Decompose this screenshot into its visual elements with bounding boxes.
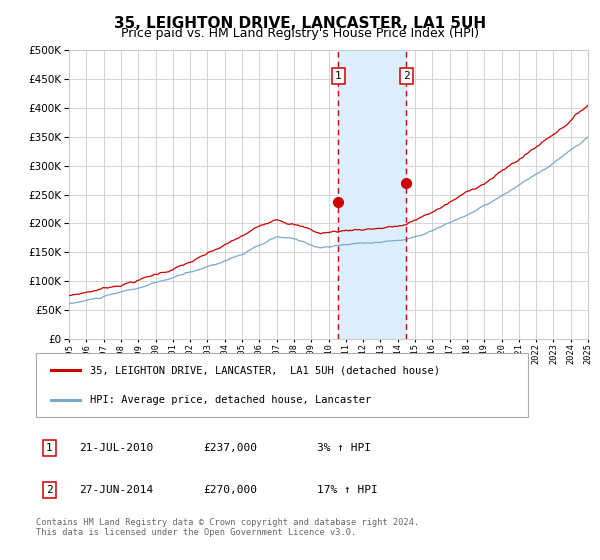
Bar — [338, 50, 406, 339]
Text: 17% ↑ HPI: 17% ↑ HPI — [317, 485, 377, 495]
Text: 1: 1 — [46, 443, 53, 453]
Text: Contains HM Land Registry data © Crown copyright and database right 2024.
This d: Contains HM Land Registry data © Crown c… — [36, 518, 419, 538]
Text: 1: 1 — [335, 71, 341, 81]
Text: Price paid vs. HM Land Registry's House Price Index (HPI): Price paid vs. HM Land Registry's House … — [121, 27, 479, 40]
Text: 2: 2 — [46, 485, 53, 495]
Text: 35, LEIGHTON DRIVE, LANCASTER, LA1 5UH: 35, LEIGHTON DRIVE, LANCASTER, LA1 5UH — [114, 16, 486, 31]
Text: £237,000: £237,000 — [203, 443, 257, 453]
Text: 21-JUL-2010: 21-JUL-2010 — [79, 443, 154, 453]
Text: 2: 2 — [403, 71, 410, 81]
Text: HPI: Average price, detached house, Lancaster: HPI: Average price, detached house, Lanc… — [90, 395, 371, 405]
FancyBboxPatch shape — [36, 353, 528, 417]
Text: 27-JUN-2014: 27-JUN-2014 — [79, 485, 154, 495]
Text: 3% ↑ HPI: 3% ↑ HPI — [317, 443, 371, 453]
Text: 35, LEIGHTON DRIVE, LANCASTER,  LA1 5UH (detached house): 35, LEIGHTON DRIVE, LANCASTER, LA1 5UH (… — [90, 365, 440, 375]
Text: £270,000: £270,000 — [203, 485, 257, 495]
